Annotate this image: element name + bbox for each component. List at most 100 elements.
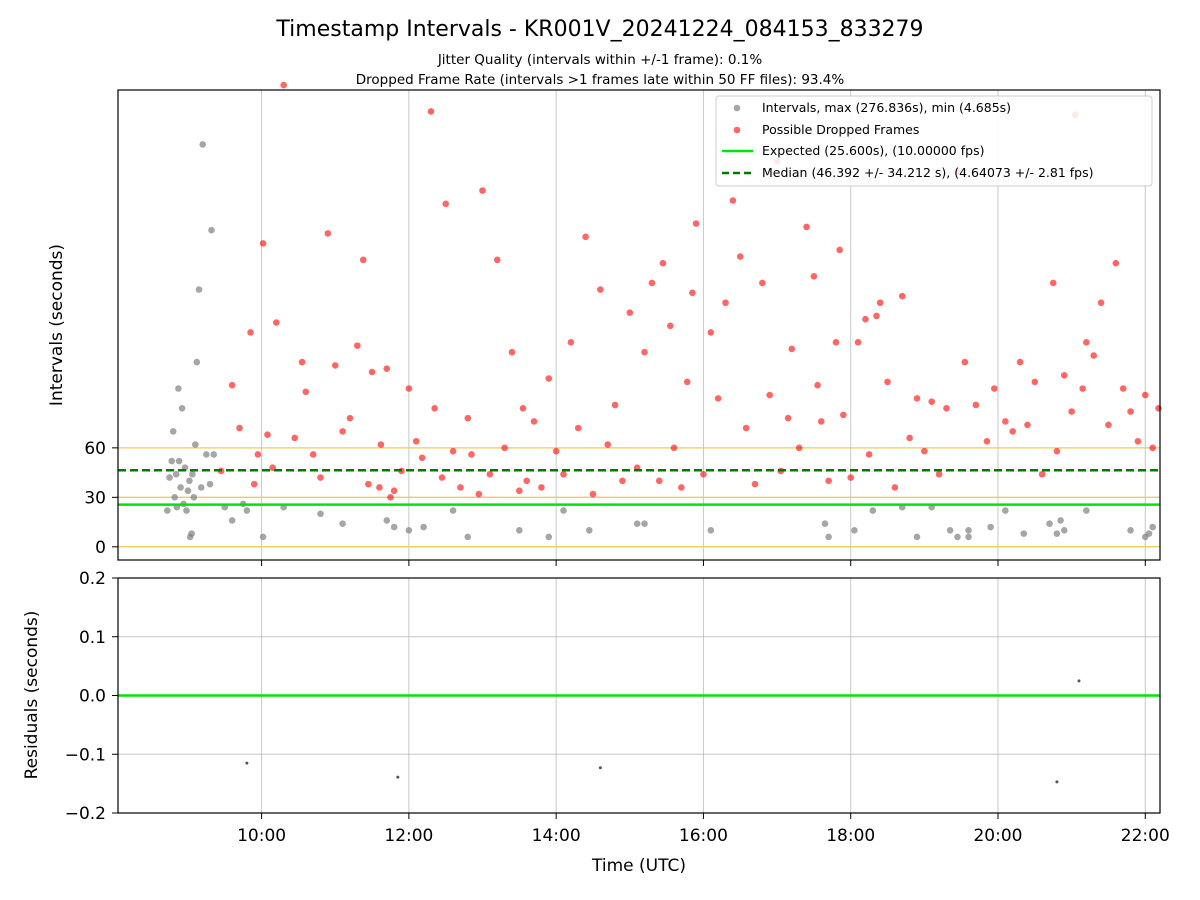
interval-point [405,527,413,534]
residuals-y-tick-label: 0.0 [79,687,106,707]
dropped-frame-point [317,474,324,481]
intervals-points [164,81,1162,541]
dropped-frame-point [759,279,766,287]
dropped-frame-point [250,480,258,488]
dropped-frame-point [1002,418,1009,425]
dropped-frame-point [519,404,527,412]
interval-point [208,226,215,234]
dropped-frame-point [641,348,648,356]
interval-point [192,441,199,448]
interval-point [1145,530,1153,537]
dropped-frame-point [1053,447,1061,455]
interval-point [965,533,972,541]
dropped-frame-point [742,424,750,432]
interval-point [449,507,457,514]
dropped-frame-point [692,220,700,227]
dropped-frame-point [501,444,508,452]
dropped-frame-point [683,378,691,386]
dropped-frame-point [1097,299,1105,307]
dropped-frame-point [784,414,792,422]
dropped-frame-point [475,490,483,498]
x-tick-label: 14:00 [532,826,581,846]
dropped-frame-point [707,329,715,336]
dropped-frame-point [891,484,899,491]
legend-label-intervals: Intervals, max (276.836s), min (4.685s) [762,100,1011,115]
dropped-frame-point [983,437,991,445]
dropped-frame-point [516,487,523,495]
dropped-frame-point [689,289,696,297]
dropped-frame-point [854,339,862,346]
dropped-frame-point [1009,428,1017,435]
intervals-y-axis-label: Intervals (seconds) [47,244,67,406]
dropped-frame-point [943,404,950,412]
intervals-guide-lines [118,447,1160,548]
dropped-frame-point [659,259,667,267]
legend-label-dropped: Possible Dropped Frames [762,122,919,137]
dropped-frame-point [751,480,759,488]
interval-point [545,533,553,541]
interval-point [188,530,195,537]
dropped-frame-point [493,256,501,264]
dropped-frame-point [817,418,825,425]
interval-point [383,517,391,524]
dropped-frame-point [359,256,367,264]
interval-point [184,487,192,495]
interval-point [1046,520,1053,528]
dropped-frame-point [862,315,869,323]
legend: Intervals, max (276.836s), min (4.685s) … [715,95,1153,187]
interval-point [243,507,251,514]
interval-point [206,480,214,488]
x-tick-label: 20:00 [973,826,1022,846]
interval-point [210,451,218,458]
dropped-frame-point [648,279,656,287]
dropped-frame-point [928,398,936,405]
interval-point [186,477,193,485]
interval-point [987,523,994,531]
interval-point [193,358,201,366]
interval-point [913,533,921,541]
dropped-frame-point [354,342,361,349]
dropped-frame-point [508,348,516,356]
legend-box [715,95,1153,187]
dropped-frame-point [431,404,438,412]
dropped-frame-point [1090,352,1098,359]
dropped-frame-point [788,345,796,353]
interval-point [825,533,832,541]
intervals-axes-frame [117,89,1161,561]
dropped-frame-point [832,339,840,346]
dropped-frame-point [418,454,426,462]
interval-point [183,507,190,514]
residuals-plot: 0.2 0.1 0.0 −0.1 −0.2 10:00 12:00 14:00 16:00 18… [22,569,1170,876]
dropped-frame-point [1024,421,1031,429]
dropped-frame-point [331,362,339,369]
dropped-frame-point [1141,391,1149,399]
dropped-frame-point [383,365,391,373]
interval-point [560,507,567,514]
interval-point [954,533,961,541]
dropped-frame-point [376,484,383,491]
interval-point [189,470,196,478]
dropped-frame-point [457,484,464,491]
residual-point [396,775,400,779]
dropped-frame-point [365,480,372,488]
dropped-frame-point [840,411,847,419]
dropped-frame-point [597,286,604,293]
intervals-reference-lines [118,469,1160,506]
dropped-frame-point [387,494,394,501]
dropped-frame-point [438,474,446,481]
interval-point [1002,507,1009,514]
interval-point [172,470,180,478]
interval-point [1057,517,1064,524]
dropped-frame-point [247,329,254,336]
interval-point [175,457,183,465]
interval-point [965,527,972,534]
legend-marker-intervals [733,104,741,112]
dropped-frame-point [302,388,310,396]
dropped-frame-point [921,447,928,455]
interval-point [166,474,173,481]
residual-point [1055,780,1059,784]
x-axis-label: Time (UTC) [591,856,686,876]
interval-point [464,533,472,541]
dropped-frame-point [1105,421,1112,429]
